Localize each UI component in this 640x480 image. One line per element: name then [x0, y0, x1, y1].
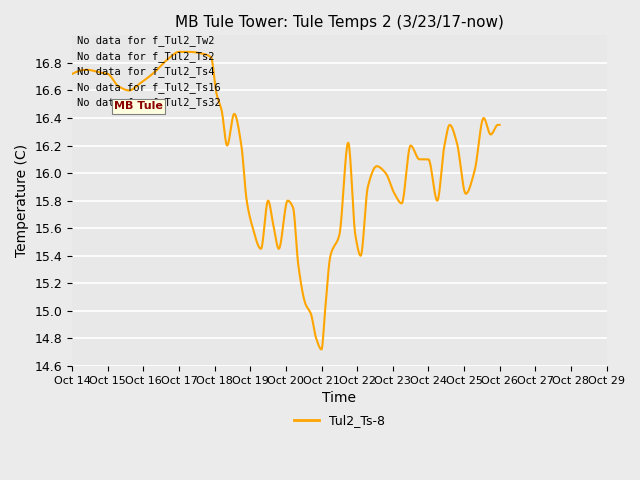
X-axis label: Time: Time	[323, 391, 356, 405]
Text: No data for f_Tul2_Ts32: No data for f_Tul2_Ts32	[77, 97, 221, 108]
Text: No data for f_Tul2_Tw2: No data for f_Tul2_Tw2	[77, 36, 215, 46]
Text: No data for f_Tul2_Ts2: No data for f_Tul2_Ts2	[77, 51, 215, 62]
Text: MB Tule: MB Tule	[114, 101, 163, 111]
Y-axis label: Temperature (C): Temperature (C)	[15, 144, 29, 257]
Text: No data for f_Tul2_Ts16: No data for f_Tul2_Ts16	[77, 82, 221, 93]
Title: MB Tule Tower: Tule Temps 2 (3/23/17-now): MB Tule Tower: Tule Temps 2 (3/23/17-now…	[175, 15, 504, 30]
Legend: Tul2_Ts-8: Tul2_Ts-8	[289, 409, 390, 432]
Text: No data for f_Tul2_Ts4: No data for f_Tul2_Ts4	[77, 66, 215, 77]
